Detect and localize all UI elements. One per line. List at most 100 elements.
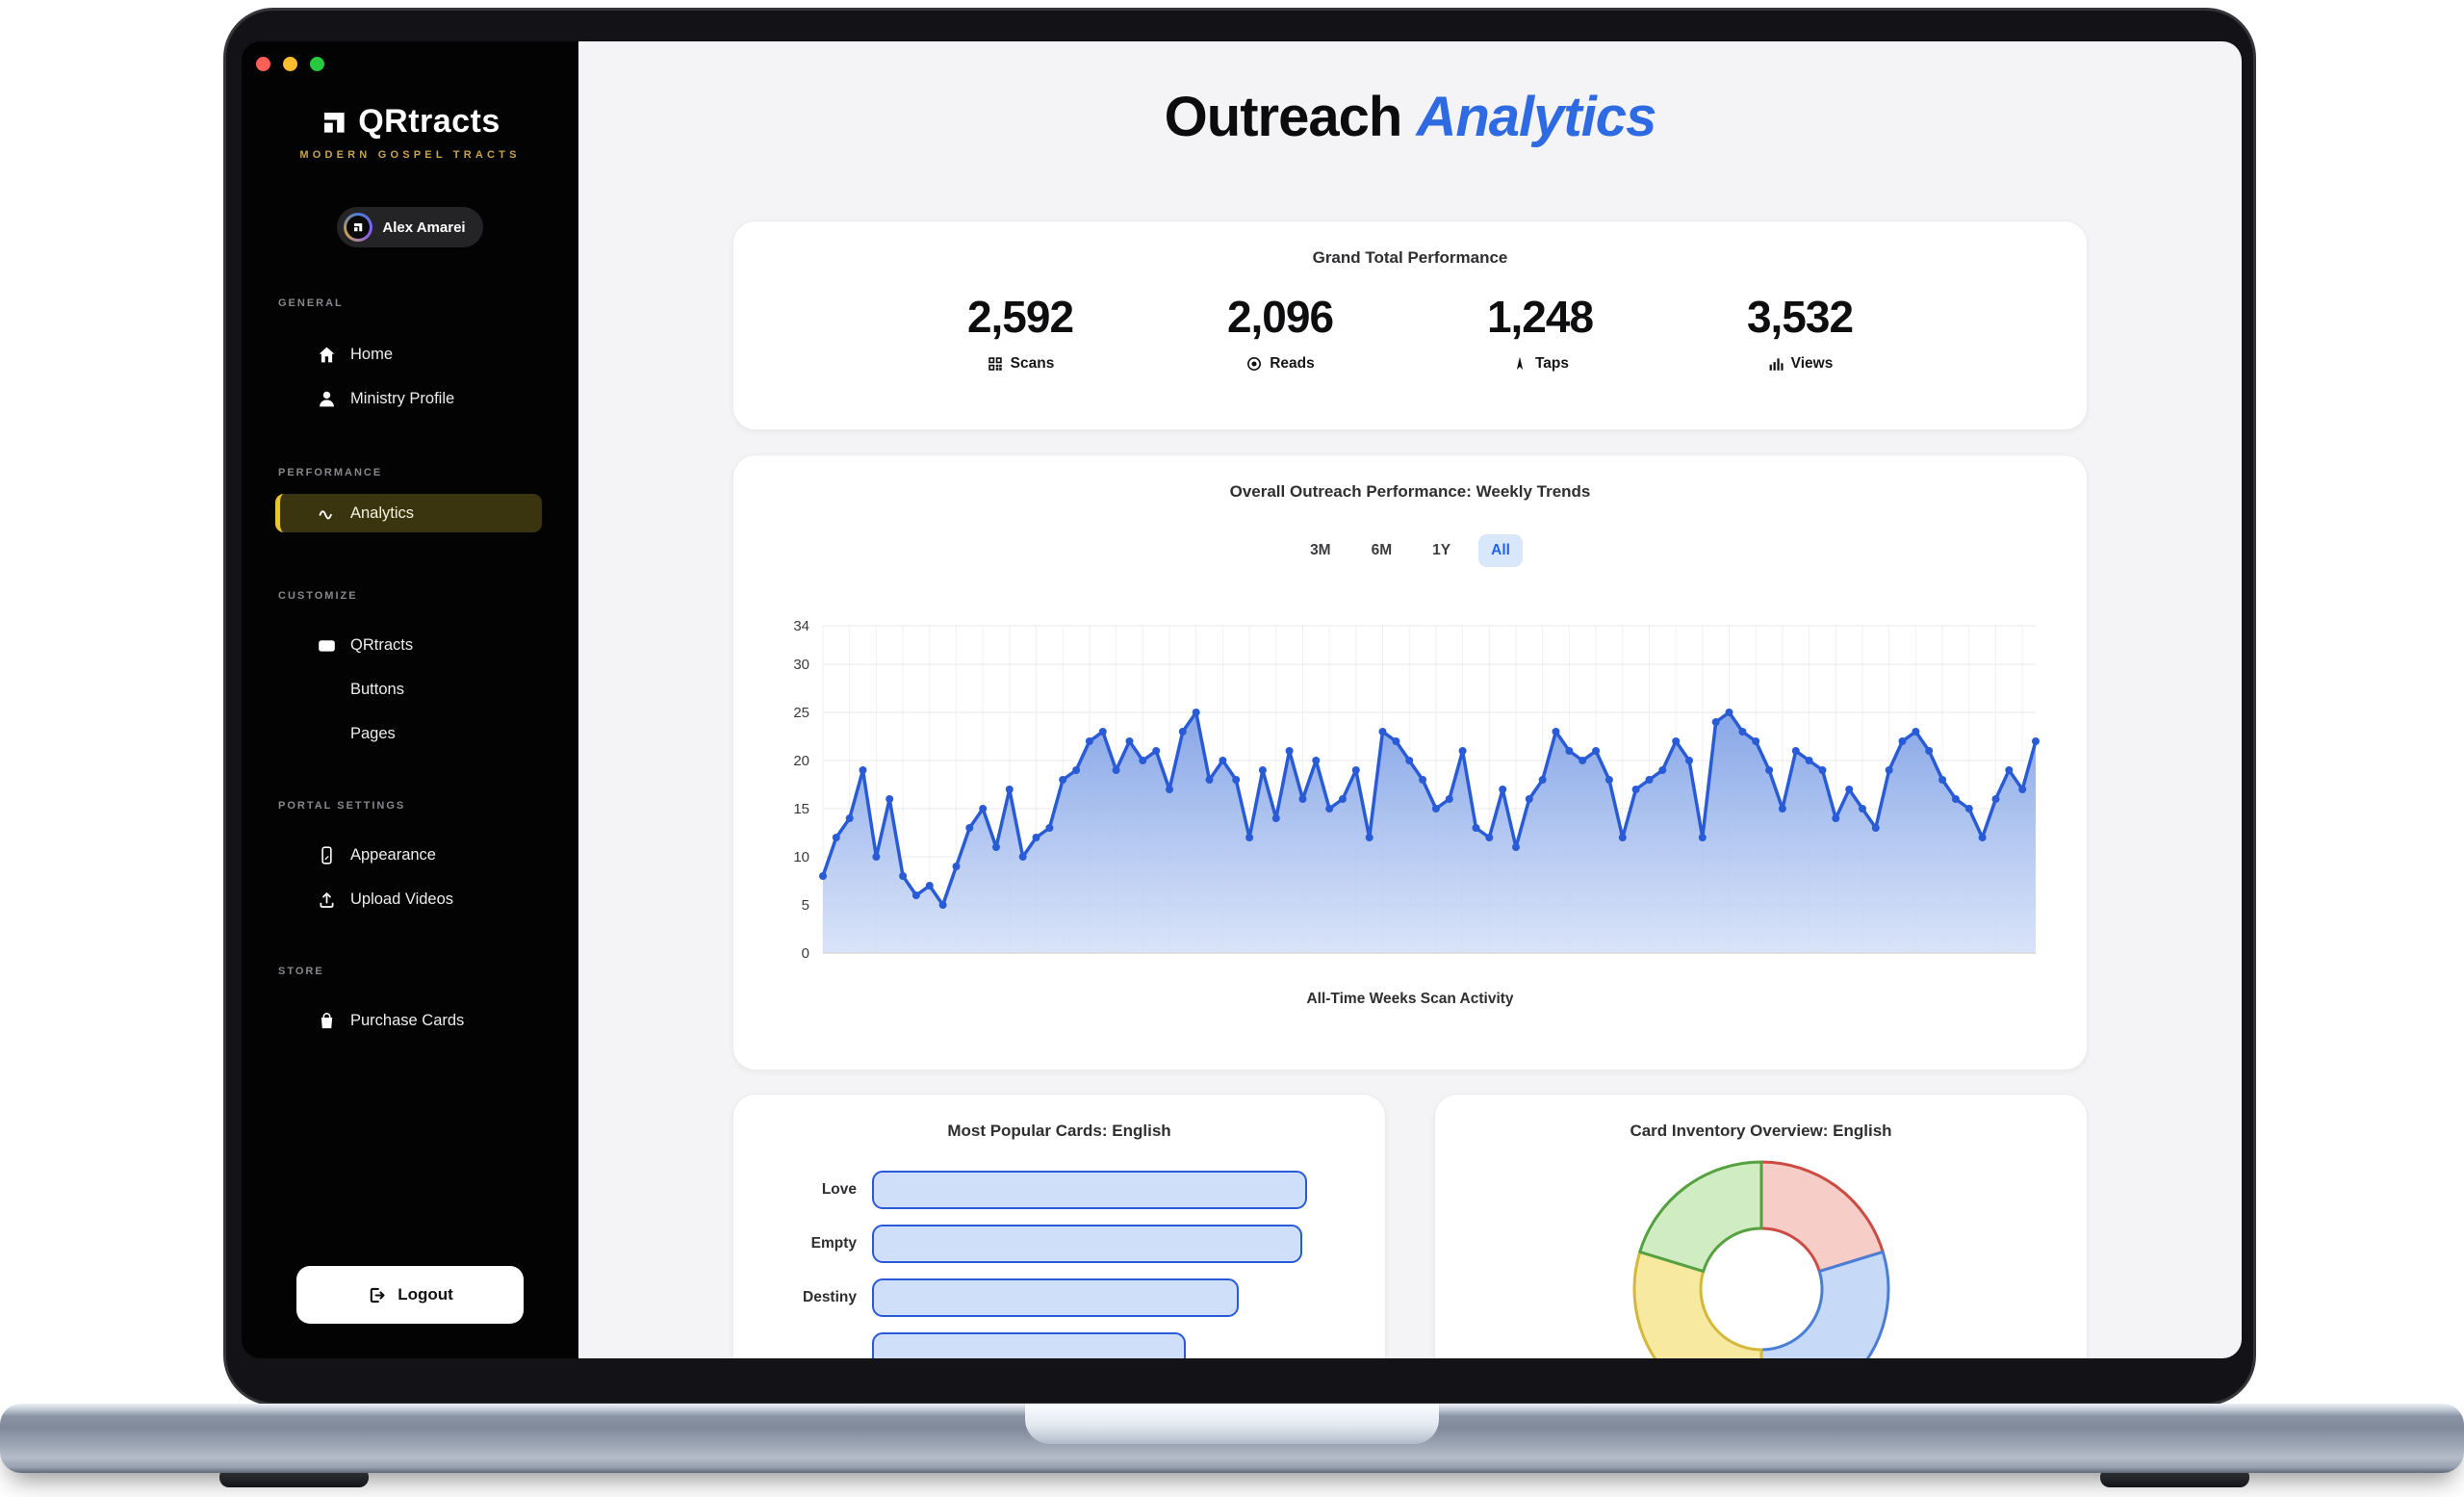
sidebar-item-label: Buttons (350, 680, 404, 698)
x-axis-label: All-Time Weeks Scan Activity (1306, 991, 1514, 1007)
section-label-store: STORE (278, 966, 324, 977)
svg-text:34: 34 (793, 618, 809, 634)
qrtracts-logo-icon (320, 108, 348, 137)
stat-value: 1,248 (1486, 292, 1594, 342)
sidebar-item-analytics[interactable]: Analytics (275, 494, 542, 532)
section-label-portal-settings: PORTAL SETTINGS (278, 800, 406, 812)
time-range-selector: 3M 6M 1Y All (733, 534, 2087, 567)
popular-cards-title: Most Popular Cards: English (947, 1122, 1171, 1140)
sidebar-item-label: QRtracts (350, 635, 414, 654)
popular-cards-card: Most Popular Cards: English Love Empty D… (732, 1094, 1386, 1358)
sidebar-item-pages[interactable]: Pages (242, 717, 578, 750)
bar (872, 1171, 1307, 1209)
sidebar-item-label: Upload Videos (350, 890, 454, 908)
app-title: QRtracts (358, 103, 500, 140)
wave-icon (317, 503, 337, 524)
bar-chart-icon (1767, 355, 1784, 373)
page-title-blue: Analytics (1416, 86, 1656, 148)
card-icon (317, 635, 337, 656)
sidebar-item-label: Purchase Cards (350, 1011, 465, 1029)
bar-label: Empty (810, 1235, 857, 1252)
logout-button[interactable]: Logout (296, 1266, 524, 1324)
svg-text:20: 20 (793, 753, 809, 769)
donut-chart (1632, 1160, 1889, 1358)
bar-row-empty: Empty (733, 1224, 1385, 1264)
svg-text:10: 10 (793, 849, 809, 865)
sidebar-item-label: Analytics (350, 503, 415, 522)
svg-text:25: 25 (793, 705, 809, 721)
svg-text:15: 15 (793, 801, 809, 817)
sidebar-item-label: Pages (350, 724, 396, 742)
page-title: Outreach Analytics (578, 84, 2242, 151)
bar-row-love: Love (733, 1170, 1385, 1210)
sidebar-item-home[interactable]: Home (242, 338, 578, 371)
eye-icon (1245, 355, 1263, 373)
zoom-window-button[interactable] (310, 57, 324, 71)
bar-label: Destiny (803, 1289, 857, 1305)
window-controls (256, 57, 324, 71)
phone-icon (317, 845, 337, 865)
main-content: Outreach Analytics Grand Total Performan… (578, 41, 2242, 1358)
range-button-3m[interactable]: 3M (1297, 534, 1344, 567)
inventory-title: Card Inventory Overview: English (1630, 1122, 1892, 1140)
sidebar-item-purchase-cards[interactable]: Purchase Cards (242, 1004, 578, 1037)
close-window-button[interactable] (256, 57, 270, 71)
svg-text:5: 5 (802, 897, 809, 914)
sidebar-item-label: Home (350, 345, 394, 363)
section-label-general: GENERAL (278, 297, 344, 309)
svg-text:0: 0 (802, 945, 809, 962)
no-icon (317, 680, 337, 700)
qr-code-icon (987, 355, 1004, 373)
grand-total-card: Grand Total Performance 2,592 Scans 2,09… (732, 220, 2088, 430)
sidebar-item-label: Appearance (350, 845, 436, 864)
no-icon (317, 724, 337, 744)
sidebar-item-buttons[interactable]: Buttons (242, 673, 578, 706)
stat-value: 2,096 (1226, 292, 1334, 342)
avatar (344, 213, 373, 242)
laptop-foot-right (2100, 1471, 2249, 1487)
stat-label: Reads (1270, 355, 1315, 372)
range-button-6m[interactable]: 6M (1359, 534, 1405, 567)
laptop-base-notch (1025, 1404, 1439, 1444)
laptop-foot-left (219, 1471, 369, 1487)
stat-scans: 2,592 Scans (890, 291, 1150, 373)
inventory-card: Card Inventory Overview: English (1434, 1094, 2088, 1358)
app-window: QRtracts MODERN GOSPEL TRACTS Alex Amare… (242, 41, 2242, 1358)
stat-label: Scans (1010, 355, 1055, 372)
stats-row: 2,592 Scans 2,096 Reads 1,248 Taps 3,532… (890, 291, 1930, 373)
user-name: Alex Amarei (382, 219, 466, 236)
sidebar-item-upload-videos[interactable]: Upload Videos (242, 883, 578, 916)
laptop-frame: QRtracts MODERN GOSPEL TRACTS Alex Amare… (223, 8, 2256, 1406)
logout-icon (367, 1285, 387, 1305)
sidebar-item-qrtracts[interactable]: QRtracts (242, 629, 578, 661)
section-label-performance: PERFORMANCE (278, 467, 383, 478)
sidebar-item-label: Ministry Profile (350, 389, 455, 407)
sidebar: QRtracts MODERN GOSPEL TRACTS Alex Amare… (242, 41, 578, 1358)
section-label-customize: CUSTOMIZE (278, 590, 358, 602)
sidebar-item-appearance[interactable]: Appearance (242, 839, 578, 871)
area-chart: 0 5 10 15 20 25 30 34 (793, 618, 2040, 962)
stat-reads: 2,096 Reads (1150, 291, 1410, 373)
stat-value: 2,592 (966, 292, 1074, 342)
stat-label: Taps (1534, 355, 1570, 372)
grand-total-title: Grand Total Performance (1312, 248, 1508, 267)
app-tagline: MODERN GOSPEL TRACTS (299, 149, 521, 161)
stat-taps: 1,248 Taps (1410, 291, 1670, 373)
stat-label: Views (1790, 355, 1834, 372)
home-icon (317, 345, 337, 365)
bottom-cards-row: Most Popular Cards: English Love Empty D… (732, 1094, 2088, 1358)
user-badge[interactable]: Alex Amarei (337, 207, 483, 247)
person-icon (317, 389, 337, 409)
bar (872, 1332, 1186, 1358)
range-button-all[interactable]: All (1478, 534, 1523, 567)
sidebar-item-ministry-profile[interactable]: Ministry Profile (242, 382, 578, 415)
bar-row-clipped (733, 1331, 1385, 1358)
minimize-window-button[interactable] (283, 57, 297, 71)
tap-cursor-icon (1511, 355, 1528, 373)
range-button-1y[interactable]: 1Y (1420, 534, 1463, 567)
bar-row-destiny: Destiny (733, 1278, 1385, 1318)
logout-label: Logout (398, 1285, 453, 1303)
stat-views: 3,532 Views (1670, 291, 1930, 373)
bar (872, 1225, 1303, 1263)
